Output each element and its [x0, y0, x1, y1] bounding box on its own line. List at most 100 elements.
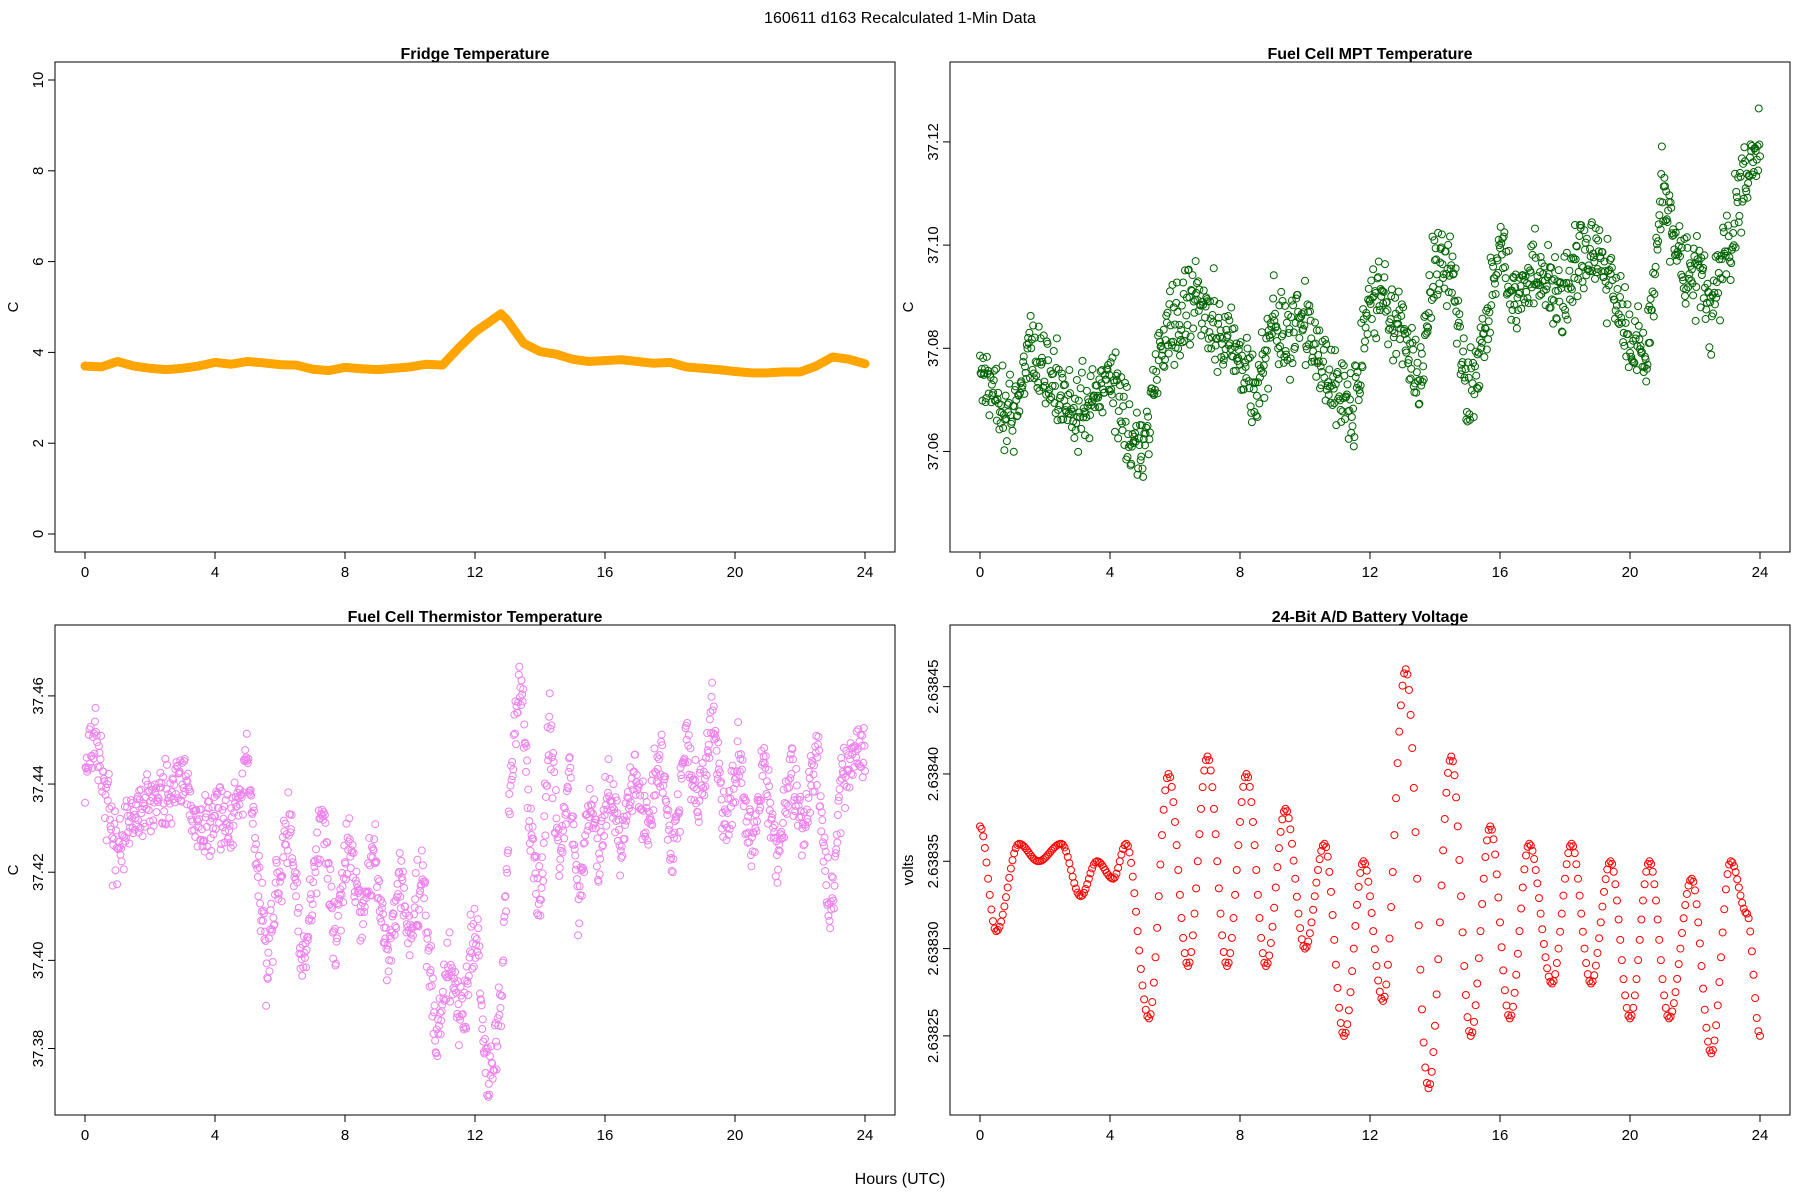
data-point: [389, 910, 398, 919]
data-point: [1187, 948, 1196, 957]
data-point: [1190, 909, 1199, 918]
data-point: [622, 811, 631, 820]
data-point: [205, 852, 214, 861]
data-point: [1564, 849, 1573, 858]
data-point: [1433, 290, 1442, 299]
panel-battery-voltage: 24-Bit A/D Battery Voltage volts 0 4 8 12 16…: [900, 609, 1791, 1144]
data-point: [228, 841, 237, 850]
data-point: [604, 755, 613, 764]
data-point: [1314, 350, 1323, 359]
data-point: [1229, 352, 1238, 361]
data-point: [1128, 872, 1137, 881]
data-point: [723, 809, 732, 818]
data-point: [1392, 794, 1400, 803]
data-point: [543, 781, 552, 790]
data-point: [1000, 446, 1009, 455]
x-tick-label: 12: [467, 564, 484, 581]
data-point: [1421, 1063, 1430, 1072]
y-tick-label: 8: [30, 167, 47, 175]
data-point: [303, 933, 312, 942]
data-point: [575, 882, 584, 891]
data-point: [318, 812, 327, 821]
data-point: [370, 859, 379, 868]
data-point: [1253, 890, 1262, 899]
data-point: [160, 807, 169, 816]
data-point: [155, 778, 164, 787]
data-point: [1262, 346, 1271, 355]
data-point: [1000, 902, 1009, 911]
data-point: [1322, 340, 1331, 349]
data-point: [84, 763, 93, 772]
data-point: [1267, 330, 1276, 339]
data-point: [1432, 990, 1441, 999]
data-point: [327, 882, 336, 891]
data-point: [464, 972, 473, 981]
data-point: [1183, 320, 1192, 329]
data-point: [712, 746, 721, 755]
data-point: [1247, 408, 1256, 417]
data-point: [393, 879, 402, 888]
data-point: [1106, 358, 1115, 367]
data-point: [1575, 232, 1584, 241]
data-point: [1023, 344, 1032, 353]
data-point: [1227, 933, 1236, 942]
data-point: [826, 924, 835, 933]
data-point: [1329, 384, 1338, 393]
data-point: [1358, 363, 1367, 372]
data-point: [800, 808, 809, 817]
data-point: [1609, 867, 1618, 876]
data-point: [1346, 395, 1354, 404]
data-point: [1594, 236, 1603, 245]
data-point: [473, 947, 482, 956]
data-point: [1312, 878, 1321, 887]
data-point: [647, 776, 656, 785]
data-point: [209, 830, 218, 839]
data-point: [272, 855, 281, 864]
data-point: [331, 959, 340, 968]
data-point: [1728, 858, 1737, 867]
data-point: [469, 962, 478, 971]
data-point: [1604, 859, 1613, 868]
data-point: [1139, 472, 1148, 481]
data-point: [1429, 1048, 1438, 1057]
data-point: [376, 914, 385, 923]
data-point: [1709, 309, 1718, 318]
data-point: [245, 786, 254, 795]
data-point: [1109, 399, 1118, 408]
data-point: [989, 388, 998, 397]
data-point: [1677, 243, 1686, 252]
data-point: [1389, 356, 1398, 365]
data-point: [1570, 273, 1579, 282]
data-point: [181, 772, 190, 781]
data-point: [458, 1010, 467, 1019]
data-point: [1499, 966, 1508, 975]
data-point: [1621, 991, 1630, 1000]
data-point: [1186, 332, 1195, 341]
y-tick-label: 37.42: [30, 853, 47, 891]
data-point: [1442, 788, 1451, 797]
data-point: [312, 889, 321, 898]
data-point: [172, 758, 181, 767]
data-point: [1513, 949, 1522, 958]
data-point: [820, 833, 829, 842]
data-point: [1111, 348, 1120, 357]
data-point: [216, 845, 225, 854]
data-point: [1192, 884, 1201, 893]
data-point: [177, 758, 186, 767]
data-point: [1104, 360, 1113, 369]
data-point: [1733, 875, 1742, 884]
data-point: [1650, 289, 1659, 298]
data-point: [500, 912, 509, 921]
data-point: [623, 787, 632, 796]
data-point: [1302, 942, 1311, 951]
data-point: [1640, 880, 1649, 889]
data-point: [1088, 864, 1097, 873]
data-point: [255, 863, 264, 872]
data-point: [1211, 830, 1220, 839]
data-point: [1354, 396, 1363, 405]
data-point: [1481, 853, 1490, 862]
data-point: [522, 742, 531, 751]
data-point: [1671, 988, 1680, 997]
plot-frame: [54, 624, 896, 1116]
